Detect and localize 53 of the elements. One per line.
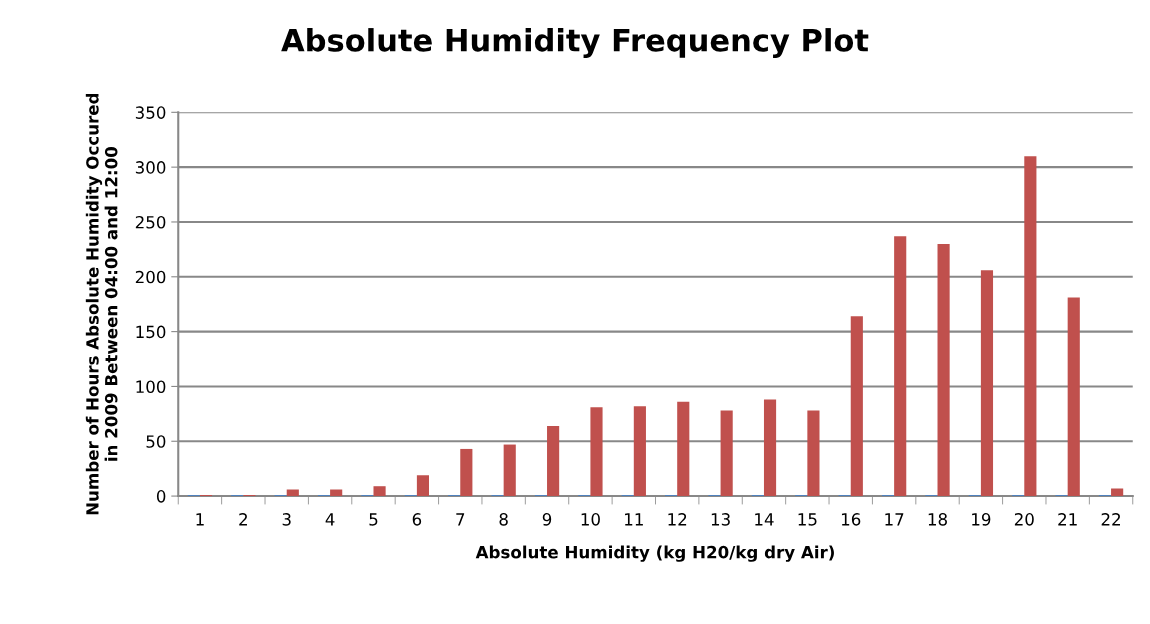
bar (937, 243, 950, 497)
x-tick-label: 13 (711, 513, 730, 526)
bar (980, 270, 994, 497)
y-tick-label: 300 (135, 161, 166, 174)
x-tick-label: 16 (841, 513, 861, 526)
x-tick-label: 21 (1058, 513, 1077, 526)
x-tick-label: 5 (369, 513, 378, 526)
bar (720, 410, 733, 497)
x-axis-title: Absolute Humidity (kg H20/kg dry Air) (475, 545, 834, 562)
x-tick-label: 15 (798, 513, 817, 526)
x-tick-label: 8 (499, 513, 508, 526)
bar (1111, 488, 1124, 497)
bar (677, 401, 690, 497)
x-tick-label: 18 (928, 513, 947, 526)
bar (894, 236, 907, 497)
x-tick-label: 20 (1014, 513, 1034, 526)
x-tick-label: 17 (885, 513, 904, 526)
x-tick-label: 11 (625, 513, 643, 526)
x-tick-label: 10 (581, 513, 600, 526)
bar (330, 489, 343, 497)
x-tick-label: 6 (412, 513, 422, 526)
bar (590, 407, 603, 497)
x-tick-label: 9 (542, 513, 552, 526)
bar (1067, 297, 1080, 497)
x-tick-label: 1 (196, 513, 204, 526)
bar (416, 475, 430, 497)
bar (547, 425, 560, 497)
y-tick-label: 200 (135, 270, 166, 284)
bar (286, 489, 299, 497)
y-tick-label: 350 (135, 106, 166, 119)
bar (503, 444, 516, 497)
x-tick-label: 3 (282, 513, 291, 526)
y-axis-title: Number of Hours Absolute Humidity Occured in 2009 Between 04:00 and 12:00 (85, 93, 118, 515)
bar (633, 406, 646, 497)
y-tick-label: 0 (156, 490, 166, 503)
x-tick-label: 2 (239, 513, 247, 526)
x-tick-label: 7 (456, 513, 465, 526)
y-tick-label: 100 (136, 380, 166, 393)
y-tick-label: 250 (135, 215, 166, 229)
bar (1024, 156, 1037, 497)
bar (807, 410, 820, 497)
y-tick-label: 50 (146, 435, 166, 448)
bar (460, 448, 473, 497)
x-tick-label: 12 (668, 513, 687, 526)
chart-title: Absolute Humidity Frequency Plot (281, 28, 869, 58)
y-tick-label: 150 (136, 325, 166, 339)
x-tick-label: 19 (972, 513, 991, 526)
x-tick-label: 14 (755, 513, 774, 526)
x-tick-label: 4 (325, 513, 335, 526)
bar (850, 316, 863, 497)
bar (373, 486, 386, 497)
bar (763, 399, 777, 497)
x-tick-label: 22 (1101, 513, 1120, 526)
